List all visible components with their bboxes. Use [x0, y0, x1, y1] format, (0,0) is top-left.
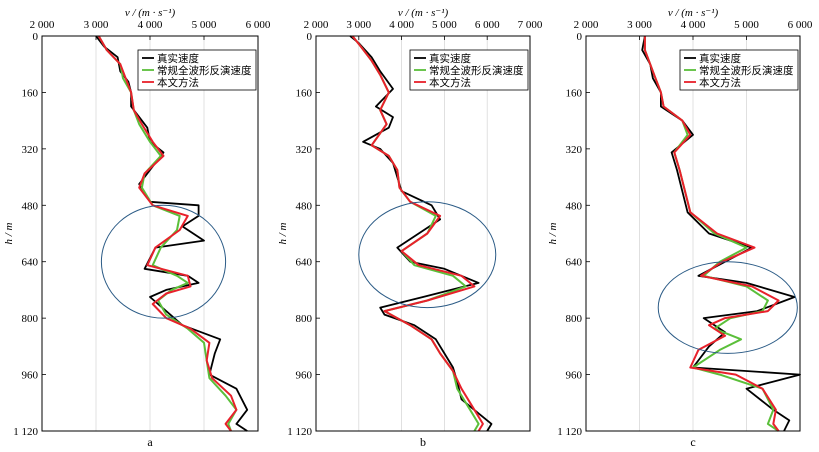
y-tick-label: 0: [577, 31, 583, 43]
y-tick-label: 640: [566, 257, 583, 269]
y-tick-label: 0: [33, 31, 39, 43]
series-line-fwi: [351, 35, 480, 432]
x-tick-label: 5 000: [734, 19, 759, 31]
legend-box: [409, 49, 529, 91]
series-line-proposed: [97, 35, 238, 432]
x-tick-label: 3 000: [627, 19, 652, 31]
x-tick-label: 6 000: [246, 19, 271, 31]
highlight-ellipse: [657, 261, 798, 354]
y-tick-label: 160: [296, 87, 313, 99]
y-tick-label: 1 120: [557, 426, 582, 438]
series-line-proposed: [351, 35, 484, 432]
x-tick-label: 6 000: [475, 19, 500, 31]
x-axis-title: v / (m · s⁻¹): [125, 7, 176, 19]
highlight-ellipse: [358, 201, 497, 309]
legend-label-true: 真实速度: [429, 52, 471, 65]
x-tick-label: 2 000: [30, 19, 55, 31]
x-tick-label: 4 000: [389, 19, 414, 31]
y-tick-label: 480: [296, 200, 313, 212]
x-tick-label: 4 000: [681, 19, 706, 31]
plot-frame: [585, 35, 801, 432]
panel-label: b: [420, 435, 426, 449]
legend-label-fwi: 常规全波形反演速度: [157, 64, 252, 77]
series-line-true: [349, 35, 493, 432]
y-tick-label: 0: [307, 31, 313, 43]
x-tick-label: 2 000: [304, 19, 329, 31]
y-tick-label: 320: [22, 144, 39, 156]
series-line-true: [95, 35, 249, 432]
y-axis-title: h / m: [3, 222, 15, 244]
y-tick-label: 1 120: [287, 426, 312, 438]
chart-panel-c: 2 000 3 000 4 000 5 000 6 000 0 160 320 480 640 80…: [547, 7, 813, 449]
y-tick-label: 160: [22, 87, 39, 99]
x-axis-title: v / (m · s⁻¹): [398, 7, 449, 19]
x-tick-label: 7 000: [518, 19, 543, 31]
y-tick-label: 1 120: [13, 426, 38, 438]
x-tick-label: 5 000: [192, 19, 217, 31]
legend-label-true: 真实速度: [699, 52, 741, 65]
series-line-fwi: [97, 35, 238, 432]
y-tick-label: 160: [566, 87, 583, 99]
y-axis-title: h / m: [547, 222, 559, 244]
plot-frame: [315, 35, 531, 432]
y-tick-label: 800: [296, 313, 313, 325]
y-tick-label: 320: [296, 144, 313, 156]
y-axis-title: h / m: [277, 222, 289, 244]
legend-label-proposed: 本文方法: [157, 76, 199, 89]
legend-label-proposed: 本文方法: [429, 76, 471, 89]
plot-frame: [41, 35, 259, 432]
y-tick-label: 480: [566, 200, 583, 212]
y-tick-label: 960: [296, 370, 313, 382]
y-tick-label: 960: [566, 370, 583, 382]
x-tick-label: 5 000: [432, 19, 457, 31]
y-tick-label: 800: [566, 313, 583, 325]
y-tick-label: 480: [22, 200, 39, 212]
legend-box: [137, 49, 257, 91]
y-tick-label: 960: [22, 370, 39, 382]
y-tick-label: 320: [566, 144, 583, 156]
x-axis-title: v / (m · s⁻¹): [668, 7, 719, 19]
x-tick-label: 4 000: [138, 19, 163, 31]
legend-label-proposed: 本文方法: [699, 76, 741, 89]
legend-box: [679, 49, 799, 91]
chart-panel-b: 2 000 3 000 4 000 5 000 6 000 7 000 0 160 320 480…: [277, 7, 543, 449]
x-tick-label: 3 000: [84, 19, 109, 31]
x-tick-label: 6 000: [788, 19, 813, 31]
chart-panel-a: 2 000 3 000 4 000 5 000 6 000 0 160 320 480 640 80…: [3, 7, 271, 449]
legend-label-fwi: 常规全波形反演速度: [429, 64, 524, 77]
y-tick-label: 640: [22, 257, 39, 269]
x-tick-label: 3 000: [346, 19, 371, 31]
highlight-ellipse: [100, 204, 227, 319]
y-tick-label: 640: [296, 257, 313, 269]
x-tick-label: 2 000: [574, 19, 599, 31]
legend-label-fwi: 常规全波形反演速度: [699, 64, 794, 77]
y-tick-label: 800: [22, 313, 39, 325]
panel-label: a: [147, 435, 153, 449]
legend-label-true: 真实速度: [157, 52, 199, 65]
panel-label: c: [690, 435, 695, 449]
